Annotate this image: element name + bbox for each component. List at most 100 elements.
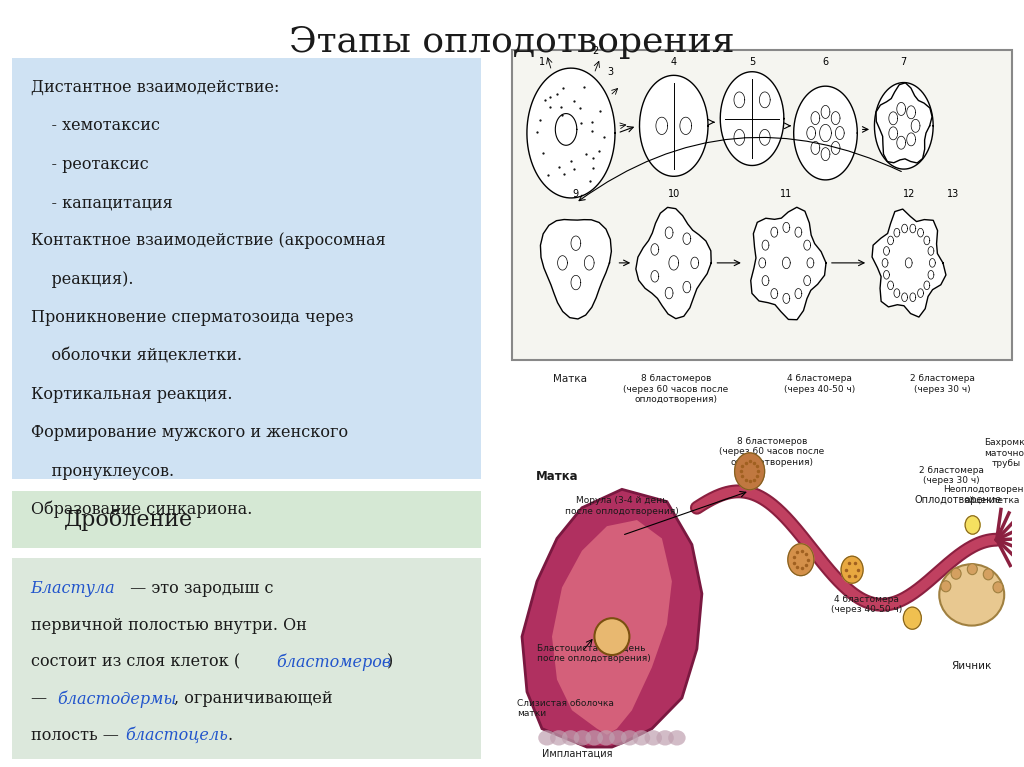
Ellipse shape <box>941 581 951 592</box>
FancyBboxPatch shape <box>512 50 1012 360</box>
Ellipse shape <box>951 568 962 579</box>
Text: полость —: полость — <box>31 727 124 744</box>
Polygon shape <box>821 105 829 118</box>
Polygon shape <box>894 229 900 237</box>
Polygon shape <box>691 257 698 268</box>
Text: 12: 12 <box>902 189 914 199</box>
Polygon shape <box>928 271 934 279</box>
Ellipse shape <box>562 730 580 746</box>
Polygon shape <box>902 293 907 301</box>
Text: 8 бластомеров
(через 60 часов после
оплодотворения): 8 бластомеров (через 60 часов после опло… <box>719 437 824 467</box>
Text: пронуклеусов.: пронуклеусов. <box>31 463 174 479</box>
Circle shape <box>841 556 863 583</box>
FancyBboxPatch shape <box>12 491 481 548</box>
Text: Матка: Матка <box>553 374 587 384</box>
Text: 9: 9 <box>572 189 579 199</box>
Ellipse shape <box>983 569 993 580</box>
Polygon shape <box>640 75 708 176</box>
Text: первичной полостью внутри. Он: первичной полостью внутри. Он <box>31 617 306 634</box>
Ellipse shape <box>668 730 686 746</box>
Text: Формирование мужского и женского: Формирование мужского и женского <box>31 424 348 441</box>
Polygon shape <box>884 247 890 255</box>
Text: состоит из слоя клеток (: состоит из слоя клеток ( <box>31 653 240 670</box>
Polygon shape <box>541 219 611 319</box>
Text: ): ) <box>387 653 393 670</box>
Polygon shape <box>552 520 672 735</box>
Circle shape <box>734 453 765 489</box>
Polygon shape <box>924 281 930 290</box>
Text: Контактное взаимодействие (акросомная: Контактное взаимодействие (акросомная <box>31 232 385 249</box>
Text: Бахромка
маточной
трубы: Бахромка маточной трубы <box>984 438 1024 468</box>
Text: 5: 5 <box>749 57 755 67</box>
Text: Неоплодотворенная
яйцеклетка: Неоплодотворенная яйцеклетка <box>943 486 1024 505</box>
Polygon shape <box>836 127 844 140</box>
Polygon shape <box>782 257 791 268</box>
Text: Яичник: Яичник <box>951 660 992 670</box>
Polygon shape <box>783 293 790 304</box>
Polygon shape <box>831 112 840 124</box>
Text: Дробление: Дробление <box>63 509 193 531</box>
Polygon shape <box>555 114 577 145</box>
Text: бластодермы: бластодермы <box>57 690 177 708</box>
Ellipse shape <box>597 730 614 746</box>
Ellipse shape <box>993 581 1002 593</box>
Text: 4 бластомера
(через 40-50 ч): 4 бластомера (через 40-50 ч) <box>831 594 902 614</box>
Polygon shape <box>811 141 820 154</box>
Ellipse shape <box>939 565 1005 626</box>
Polygon shape <box>884 271 890 279</box>
Text: Проникновение сперматозоида через: Проникновение сперматозоида через <box>31 309 353 326</box>
Polygon shape <box>522 489 701 747</box>
Ellipse shape <box>609 730 627 746</box>
Polygon shape <box>527 68 615 198</box>
Polygon shape <box>669 255 679 270</box>
Text: Морула (3-4 й день
после оплодотворения): Морула (3-4 й день после оплодотворения) <box>565 496 679 516</box>
Polygon shape <box>760 92 770 108</box>
Polygon shape <box>762 240 769 250</box>
Ellipse shape <box>586 730 603 746</box>
Text: Матка: Матка <box>536 470 579 483</box>
Ellipse shape <box>968 564 977 574</box>
Polygon shape <box>759 258 766 268</box>
Polygon shape <box>882 258 888 267</box>
Polygon shape <box>897 103 905 116</box>
Polygon shape <box>872 209 946 317</box>
Polygon shape <box>734 130 744 145</box>
Polygon shape <box>811 112 820 124</box>
Polygon shape <box>807 127 815 140</box>
Polygon shape <box>897 137 905 150</box>
Polygon shape <box>876 83 932 163</box>
Ellipse shape <box>595 618 630 655</box>
Ellipse shape <box>550 730 567 746</box>
Polygon shape <box>651 244 658 255</box>
Ellipse shape <box>573 730 591 746</box>
Text: 13: 13 <box>946 189 958 199</box>
Text: 7: 7 <box>901 57 907 67</box>
Polygon shape <box>905 258 912 268</box>
Polygon shape <box>911 120 920 133</box>
Polygon shape <box>888 281 894 290</box>
Circle shape <box>965 515 980 534</box>
Polygon shape <box>751 207 826 320</box>
Text: - хемотаксис: - хемотаксис <box>31 117 160 134</box>
Polygon shape <box>902 224 907 233</box>
Text: 4 бластомера
(через 40-50 ч): 4 бластомера (через 40-50 ч) <box>783 374 855 393</box>
Polygon shape <box>804 240 811 250</box>
Polygon shape <box>804 275 811 285</box>
Polygon shape <box>656 117 668 134</box>
Polygon shape <box>795 227 802 237</box>
Polygon shape <box>894 288 900 298</box>
Text: - капацитация: - капацитация <box>31 194 172 211</box>
FancyBboxPatch shape <box>12 58 481 479</box>
Polygon shape <box>571 275 581 290</box>
Text: 1: 1 <box>539 57 545 67</box>
Polygon shape <box>906 133 915 146</box>
Polygon shape <box>683 281 691 293</box>
Polygon shape <box>888 236 894 245</box>
Text: бластоцель: бластоцель <box>125 727 227 744</box>
Ellipse shape <box>621 730 638 746</box>
Text: 6: 6 <box>822 57 828 67</box>
Ellipse shape <box>644 730 663 746</box>
Text: Этапы оплодотворения: Этапы оплодотворения <box>289 25 735 58</box>
Circle shape <box>787 544 814 576</box>
Text: 8 бластомеров
(через 60 часов после
оплодотворения): 8 бластомеров (через 60 часов после опло… <box>624 374 728 404</box>
